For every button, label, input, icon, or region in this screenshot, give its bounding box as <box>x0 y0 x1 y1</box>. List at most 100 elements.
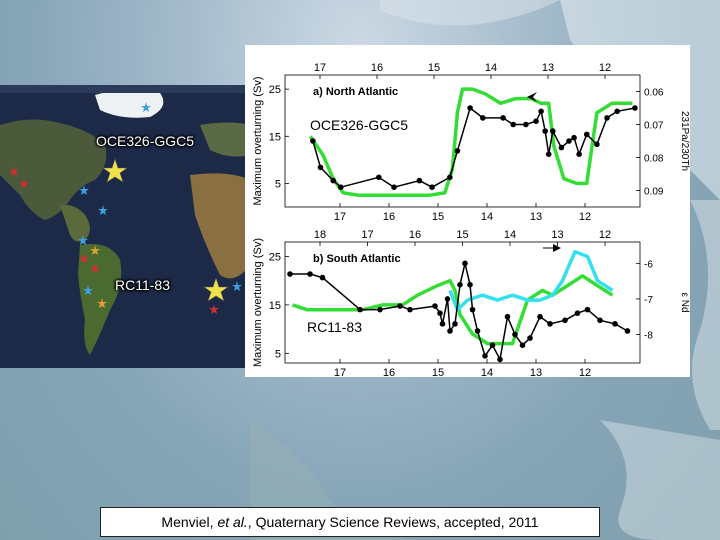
y-tick-label: 15 <box>269 131 281 143</box>
x-top-tick-label: 16 <box>409 229 421 241</box>
data-point-0-19 <box>549 128 556 134</box>
x-bottom-tick-label: 14 <box>481 211 493 223</box>
data-point-0-15 <box>533 118 539 124</box>
data-point-1-20 <box>497 356 503 363</box>
data-point-0-3 <box>337 184 344 190</box>
citation-rest: , Quaternary Science Reviews, accepted, … <box>247 514 539 530</box>
data-point-0-0 <box>310 138 316 144</box>
data-point-1-29 <box>584 306 591 313</box>
figure-panel: 17 16 15 14 13 12 17 16 15 14 13 12 5 15 25 0.06 0.07 0.0… <box>245 45 690 377</box>
y-tick-label: 5 <box>275 178 281 190</box>
y-tick-label: 15 <box>269 300 281 312</box>
data-point-1-28 <box>574 310 581 316</box>
x-bottom-tick-label: 13 <box>530 211 542 223</box>
data-point-1-17 <box>474 328 481 334</box>
x-top-tick-label: 18 <box>314 229 326 241</box>
data-point-0-2 <box>330 177 336 184</box>
data-point-0-27 <box>614 108 620 115</box>
data-point-1-7 <box>432 303 438 309</box>
y-axis-label: Maximum overturning (Sv) <box>252 77 264 206</box>
y2-tick-label: -6 <box>644 259 653 270</box>
data-point-0-1 <box>317 164 324 171</box>
data-point-1-11 <box>447 328 453 334</box>
x-bottom-tick-label: 16 <box>383 211 395 223</box>
data-point-1-31 <box>612 321 618 327</box>
data-point-0-28 <box>632 105 638 111</box>
data-point-1-0 <box>287 271 293 277</box>
data-point-0-5 <box>391 184 397 190</box>
data-point-1-22 <box>512 331 518 338</box>
data-point-1-12 <box>452 321 458 327</box>
data-point-1-18 <box>482 353 488 359</box>
x-top-tick-label: 16 <box>371 62 383 74</box>
site-markers <box>9 102 242 314</box>
panel-title: b) South Atlantic <box>313 253 401 265</box>
y-tick-label: 5 <box>275 348 281 360</box>
x-top-tick-label: 14 <box>504 229 516 241</box>
data-point-1-24 <box>527 335 533 341</box>
data-point-1-23 <box>519 342 526 349</box>
yellow-star-icon <box>203 277 229 302</box>
y2-tick-label: 0.09 <box>644 187 664 198</box>
x-top-tick-label: 14 <box>485 62 497 74</box>
y2-tick-label: 0.06 <box>644 88 664 99</box>
x-bottom-tick-label: 14 <box>481 367 493 377</box>
data-point-1-14 <box>462 260 468 267</box>
world-map: OCE326-GGC5 RC11-83 <box>0 85 250 368</box>
data-point-0-14 <box>523 121 529 128</box>
x-top-tick-label: 13 <box>542 62 554 74</box>
series-line-1-0 <box>291 274 614 346</box>
red-star-icons <box>9 166 219 314</box>
data-point-1-9 <box>439 321 446 327</box>
citation-etal: et al. <box>217 514 248 530</box>
inset-label-oce326: OCE326-GGC5 <box>310 117 409 133</box>
series-line-1-1 <box>448 249 614 312</box>
data-point-0-18 <box>545 151 552 157</box>
y2-tick-label: 0.07 <box>644 121 664 132</box>
x-top-tick-label: 15 <box>428 62 440 74</box>
data-point-1-16 <box>469 306 476 313</box>
x-top-tick-label: 17 <box>361 229 373 241</box>
x-bottom-tick-label: 17 <box>334 211 346 223</box>
site-label-rc11: RC11-83 <box>115 277 170 293</box>
data-point-1-5 <box>397 303 403 309</box>
data-point-1-26 <box>547 321 553 327</box>
data-point-0-12 <box>500 115 506 121</box>
data-point-1-8 <box>437 310 443 316</box>
citation-box: Menviel, et al., Quaternary Science Revi… <box>100 507 600 537</box>
data-point-1-13 <box>457 281 463 288</box>
y2-tick-label: -7 <box>644 295 653 306</box>
data-point-1-2 <box>319 274 326 281</box>
x-bottom-tick-label: 12 <box>579 211 591 223</box>
chart-svg: 17 16 15 14 13 12 17 16 15 14 13 12 5 15 25 0.06 0.07 0.0… <box>252 62 690 377</box>
data-point-0-26 <box>604 115 610 121</box>
data-point-0-13 <box>510 121 517 128</box>
inset-label-rc11: RC11-83 <box>307 319 362 335</box>
data-point-1-21 <box>504 313 511 320</box>
data-point-1-3 <box>357 306 363 313</box>
data-point-0-4 <box>376 174 382 181</box>
site-label-oce326: OCE326-GGC5 <box>96 133 195 149</box>
series-line-0-0 <box>308 87 633 197</box>
data-point-0-6 <box>416 177 423 184</box>
data-point-0-8 <box>447 174 453 181</box>
x-top-tick-label: 12 <box>599 229 611 241</box>
data-point-1-19 <box>489 342 496 349</box>
orange-star-icons <box>90 245 107 308</box>
data-point-1-30 <box>597 317 603 324</box>
x-bottom-tick-label: 15 <box>432 367 444 377</box>
y2-tick-label: -8 <box>644 331 653 342</box>
y-tick-label: 25 <box>269 84 281 96</box>
data-point-0-23 <box>576 151 582 157</box>
data-point-0-21 <box>566 138 572 144</box>
data-point-0-25 <box>594 141 600 148</box>
data-point-1-4 <box>377 306 383 313</box>
x-bottom-tick-label: 13 <box>530 367 542 377</box>
x-top-tick-label: 15 <box>456 229 468 241</box>
data-point-0-10 <box>467 105 473 111</box>
panel-title: a) North Atlantic <box>313 86 398 98</box>
x-top-tick-label: 17 <box>314 62 326 74</box>
arrow-head-icon <box>553 244 561 252</box>
data-point-1-6 <box>407 306 413 313</box>
x-bottom-tick-label: 16 <box>383 367 395 377</box>
